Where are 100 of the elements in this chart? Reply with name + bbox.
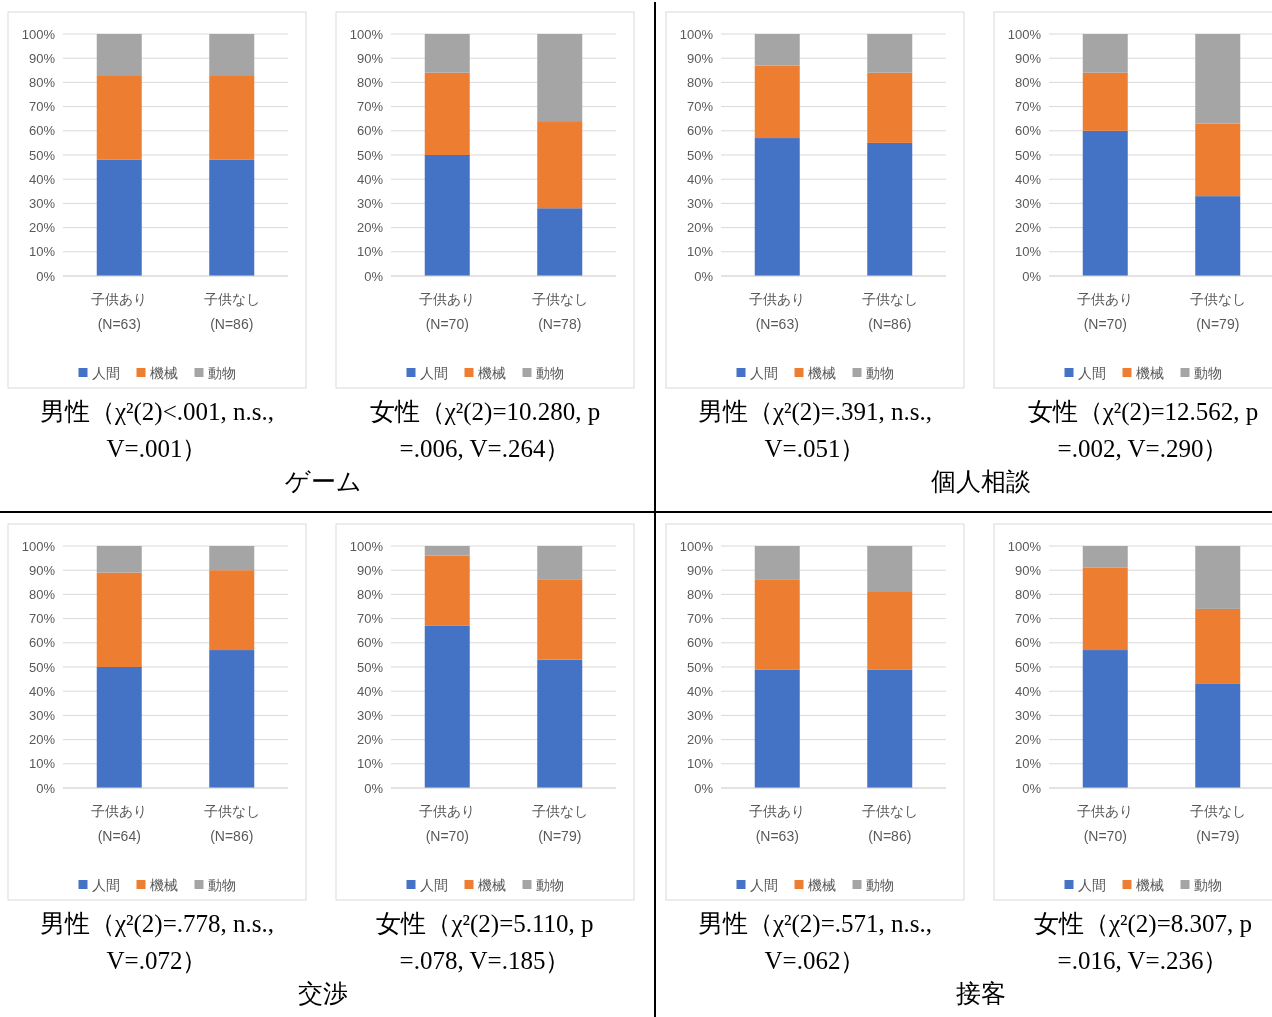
bar — [1082, 567, 1128, 651]
y-tick-label: 80% — [1014, 74, 1042, 90]
text: 接客 — [956, 980, 1006, 1007]
bar — [754, 546, 800, 580]
y-tick-label: 80% — [1014, 586, 1042, 602]
legend-label: 動物 — [535, 876, 564, 893]
y-tick-label: 40% — [1014, 171, 1042, 187]
y-tick-label: 30% — [28, 195, 56, 211]
y-tick-label: 60% — [28, 123, 56, 139]
y-tick-label: 50% — [28, 147, 56, 163]
y-tick-label: 40% — [28, 171, 56, 187]
text: ゲーム — [284, 468, 362, 495]
y-tick-label: 100% — [679, 538, 714, 554]
y-tick-label: 60% — [686, 635, 714, 651]
y-tick-label: 60% — [356, 123, 384, 139]
y-tick-label: 40% — [686, 171, 714, 187]
text: 女性（χ²(2)=12.562, p =.002, V=.290） — [1027, 398, 1259, 462]
x-tick-label: 子供なし (N=86) — [861, 291, 918, 332]
y-tick-label: 30% — [356, 195, 384, 211]
bar — [867, 72, 913, 143]
y-tick-label: 50% — [686, 147, 714, 163]
bar — [424, 555, 470, 626]
y-tick-label: 50% — [356, 147, 384, 163]
y-tick-label: 10% — [28, 244, 56, 260]
y-tick-label: 50% — [686, 659, 714, 675]
bar — [209, 159, 255, 276]
y-tick-label: 60% — [1014, 123, 1042, 139]
bar — [96, 546, 142, 573]
legend-label: 機械 — [477, 876, 506, 893]
bar — [537, 121, 583, 209]
y-tick-label: 20% — [686, 732, 714, 748]
bar — [1195, 608, 1241, 684]
y-tick-label: 20% — [686, 220, 714, 236]
legend-label: 動物 — [1193, 364, 1222, 381]
x-tick-label: 子供なし (N=79) — [1189, 803, 1246, 844]
legend-label: 動物 — [207, 876, 236, 893]
text: 男性（χ²(2)=.391, n.s., V=.051） — [697, 398, 933, 462]
y-tick-label: 60% — [1014, 635, 1042, 651]
y-tick-label: 100% — [1007, 26, 1042, 42]
legend-label: 動物 — [865, 364, 894, 381]
y-tick-label: 10% — [1014, 244, 1042, 260]
y-tick-label: 50% — [28, 659, 56, 675]
y-tick-label: 20% — [356, 732, 384, 748]
x-tick-label: 子供あり (N=63) — [749, 803, 806, 844]
y-tick-label: 40% — [356, 683, 384, 699]
bar — [754, 65, 800, 139]
legend-label: 動物 — [207, 364, 236, 381]
bar — [1082, 130, 1128, 276]
y-tick-label: 0% — [364, 780, 384, 796]
y-tick-label: 40% — [686, 683, 714, 699]
x-tick-label: 子供あり (N=70) — [1077, 803, 1134, 844]
y-tick-label: 20% — [1014, 732, 1042, 748]
legend-label: 機械 — [477, 364, 506, 381]
y-tick-label: 10% — [356, 244, 384, 260]
y-tick-label: 40% — [356, 171, 384, 187]
y-tick-label: 30% — [686, 195, 714, 211]
bar — [537, 579, 583, 660]
x-tick-label: 子供あり (N=70) — [1077, 291, 1134, 332]
y-tick-label: 0% — [694, 780, 714, 796]
y-tick-label: 20% — [28, 220, 56, 236]
bar — [867, 142, 913, 276]
x-tick-label: 子供なし (N=86) — [203, 291, 260, 332]
bar — [754, 34, 800, 66]
legend-label: 機械 — [1135, 364, 1164, 381]
y-tick-label: 70% — [686, 611, 714, 627]
bar — [537, 546, 583, 580]
y-tick-label: 10% — [356, 756, 384, 772]
x-tick-label: 子供あり (N=63) — [91, 291, 148, 332]
y-tick-label: 100% — [1007, 538, 1042, 554]
y-tick-label: 70% — [356, 611, 384, 627]
bar — [867, 34, 913, 73]
bar — [1082, 72, 1128, 131]
bar — [96, 75, 142, 160]
text: 交渉 — [298, 980, 348, 1007]
y-tick-label: 90% — [686, 50, 714, 66]
bar — [537, 208, 583, 276]
legend-label: 人間 — [1077, 876, 1106, 893]
bar — [96, 667, 142, 788]
bar — [1195, 123, 1241, 197]
y-tick-label: 10% — [28, 756, 56, 772]
x-tick-label: 子供なし (N=86) — [203, 803, 260, 844]
legend-label: 機械 — [1135, 876, 1164, 893]
y-tick-label: 0% — [36, 780, 56, 796]
y-tick-label: 70% — [356, 99, 384, 115]
y-tick-label: 30% — [686, 707, 714, 723]
bar — [1195, 34, 1241, 124]
text: 男性（χ²(2)<.001, n.s., V=.001） — [39, 398, 275, 462]
y-tick-label: 0% — [1022, 780, 1042, 796]
bar — [867, 669, 913, 788]
bar — [754, 579, 800, 670]
y-tick-label: 20% — [356, 220, 384, 236]
text: 女性（χ²(2)=10.280, p =.006, V=.264） — [369, 398, 601, 462]
y-tick-label: 90% — [1014, 562, 1042, 578]
y-tick-label: 90% — [356, 562, 384, 578]
legend-label: 動物 — [865, 876, 894, 893]
y-tick-label: 100% — [679, 26, 714, 42]
y-tick-label: 70% — [1014, 99, 1042, 115]
y-tick-label: 0% — [36, 268, 56, 284]
y-tick-label: 70% — [28, 99, 56, 115]
bar — [1195, 196, 1241, 276]
